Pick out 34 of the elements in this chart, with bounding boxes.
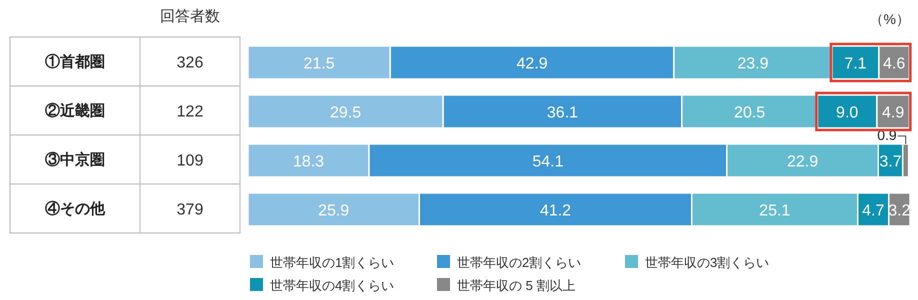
y-tick-label: ①首都圏 <box>45 54 105 70</box>
text: 122 <box>176 104 204 120</box>
data-label: 23.9 <box>737 56 769 72</box>
data-label: 4.7 <box>862 202 885 220</box>
legend-label: 世帯年収の2割くらい <box>457 255 582 270</box>
y-tick-label: ②近畿圏 <box>45 102 105 120</box>
data-label: 25.9 <box>318 202 350 220</box>
text: 379 <box>176 202 204 218</box>
data-label: 41.2 <box>540 202 572 220</box>
data-label: 7.1 <box>844 56 867 72</box>
data-label: 29.5 <box>330 104 362 122</box>
data-label: 54.1 <box>532 154 564 170</box>
text: 109 <box>176 152 204 170</box>
text: （%） <box>870 11 910 27</box>
data-label: 21.5 <box>304 56 335 72</box>
data-label: 3.2 <box>888 202 911 220</box>
text: 回答者数 <box>160 8 220 25</box>
data-label: 20.5 <box>734 104 766 122</box>
legend-label: 世帯年収の1割くらい <box>270 255 394 270</box>
data-label: 42.9 <box>516 56 548 72</box>
y-tick-label: ③中京圏 <box>45 150 105 168</box>
data-label: 36.1 <box>546 104 578 122</box>
y-tick-label: ④その他 <box>45 200 106 218</box>
data-label: 18.3 <box>292 154 324 170</box>
data-label: 3.7 <box>879 154 902 170</box>
data-label: 25.1 <box>759 202 790 220</box>
data-label: 4.9 <box>882 104 904 122</box>
legend-label: 世帯年収の 5 割以上 <box>457 278 576 293</box>
data-label: 22.9 <box>786 154 818 170</box>
legend-label: 世帯年収の4割くらい <box>270 278 394 293</box>
text: 326 <box>176 54 204 72</box>
data-label: 4.6 <box>883 56 906 72</box>
data-label: 9.0 <box>836 104 858 122</box>
legend-label: 世帯年収の3割くらい <box>645 255 770 270</box>
